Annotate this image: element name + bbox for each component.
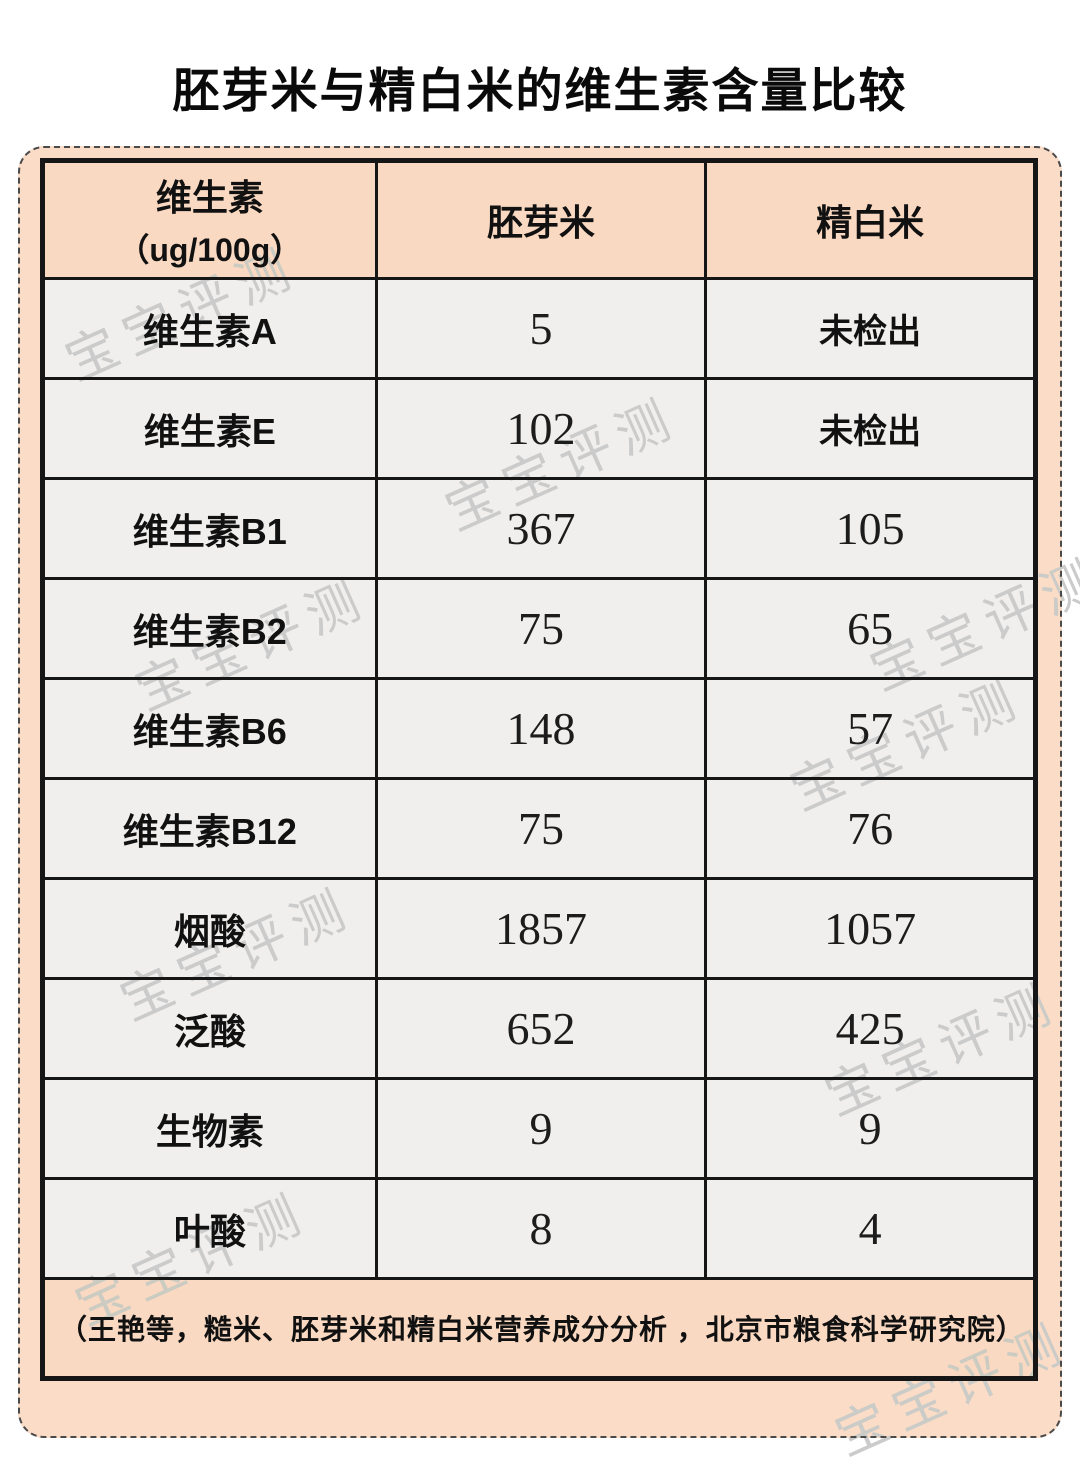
vitamin-label-cell: 维生素B2 [41, 577, 378, 680]
vitamin-label-cell: 生物素 [41, 1077, 378, 1180]
germ-rice-value-cell: 652 [374, 977, 708, 1080]
germ-rice-value-cell: 102 [374, 377, 708, 480]
table-row: 维生素E 102 未检出 [41, 377, 1037, 480]
table-footer: （王艳等，糙米、胚芽米和精白米营养成分分析 ，北京市粮食科学研究院） [41, 1277, 1037, 1380]
vitamin-label-cell: 维生素A [41, 277, 378, 380]
germ-rice-value-cell: 75 [374, 577, 708, 680]
col-header-vitamin-label: 维生素 [155, 177, 264, 218]
germ-rice-value-cell: 1857 [374, 877, 708, 980]
germ-rice-value-cell: 9 [374, 1077, 708, 1180]
col-header-germ-rice: 胚芽米 [374, 159, 708, 280]
germ-rice-value-cell: 367 [374, 477, 708, 580]
col-header-vitamin: 维生素 （ug/100g） [41, 159, 378, 280]
page-title: 胚芽米与精白米的维生素含量比较 [172, 64, 908, 117]
white-rice-value-cell: 1057 [704, 877, 1037, 980]
vitamin-label-cell: 叶酸 [41, 1177, 378, 1280]
germ-rice-value-cell: 148 [374, 677, 708, 780]
col-header-white-rice: 精白米 [704, 159, 1037, 280]
white-rice-value-cell: 4 [704, 1177, 1037, 1280]
table-row: 叶酸 8 4 [41, 1177, 1037, 1280]
vitamin-label-cell: 维生素B12 [41, 777, 378, 880]
table-row: 维生素B2 75 65 [41, 577, 1037, 680]
white-rice-value-cell: 未检出 [704, 277, 1037, 380]
vitamin-label-cell: 维生素E [41, 377, 378, 480]
white-rice-value-cell: 未检出 [704, 377, 1037, 480]
table-board: 维生素 （ug/100g） 胚芽米 精白米 维生素A 5 未检出 维生素E 10… [18, 146, 1062, 1438]
header-row: 维生素 （ug/100g） 胚芽米 精白米 [41, 159, 1037, 280]
white-rice-value-cell: 105 [704, 477, 1037, 580]
germ-rice-value-cell: 8 [374, 1177, 708, 1280]
vitamin-table: 维生素 （ug/100g） 胚芽米 精白米 维生素A 5 未检出 维生素E 10… [40, 158, 1038, 1381]
table-row: 维生素A 5 未检出 [41, 277, 1037, 380]
germ-rice-value-cell: 5 [374, 277, 708, 380]
vitamin-label-cell: 维生素B1 [41, 477, 378, 580]
germ-rice-value-cell: 75 [374, 777, 708, 880]
table-row: 泛酸 652 425 [41, 977, 1037, 1080]
col-header-unit: （ug/100g） [117, 232, 303, 268]
table-body: 维生素A 5 未检出 维生素E 102 未检出 维生素B1 367 105 维生… [41, 277, 1037, 1280]
table-row: 生物素 9 9 [41, 1077, 1037, 1180]
white-rice-value-cell: 65 [704, 577, 1037, 680]
table-row: 烟酸 1857 1057 [41, 877, 1037, 980]
white-rice-value-cell: 425 [704, 977, 1037, 1080]
table-row: 维生素B6 148 57 [41, 677, 1037, 780]
table-row: 维生素B1 367 105 [41, 477, 1037, 580]
white-rice-value-cell: 76 [704, 777, 1037, 880]
table-row: 维生素B12 75 76 [41, 777, 1037, 880]
white-rice-value-cell: 9 [704, 1077, 1037, 1180]
vitamin-label-cell: 泛酸 [41, 977, 378, 1080]
white-rice-value-cell: 57 [704, 677, 1037, 780]
vitamin-label-cell: 烟酸 [41, 877, 378, 980]
source-row: （王艳等，糙米、胚芽米和精白米营养成分分析 ，北京市粮食科学研究院） [41, 1277, 1037, 1380]
vitamin-label-cell: 维生素B6 [41, 677, 378, 780]
table-header: 维生素 （ug/100g） 胚芽米 精白米 [41, 159, 1037, 280]
table-source: （王艳等，糙米、胚芽米和精白米营养成分分析 ，北京市粮食科学研究院） [41, 1277, 1037, 1380]
